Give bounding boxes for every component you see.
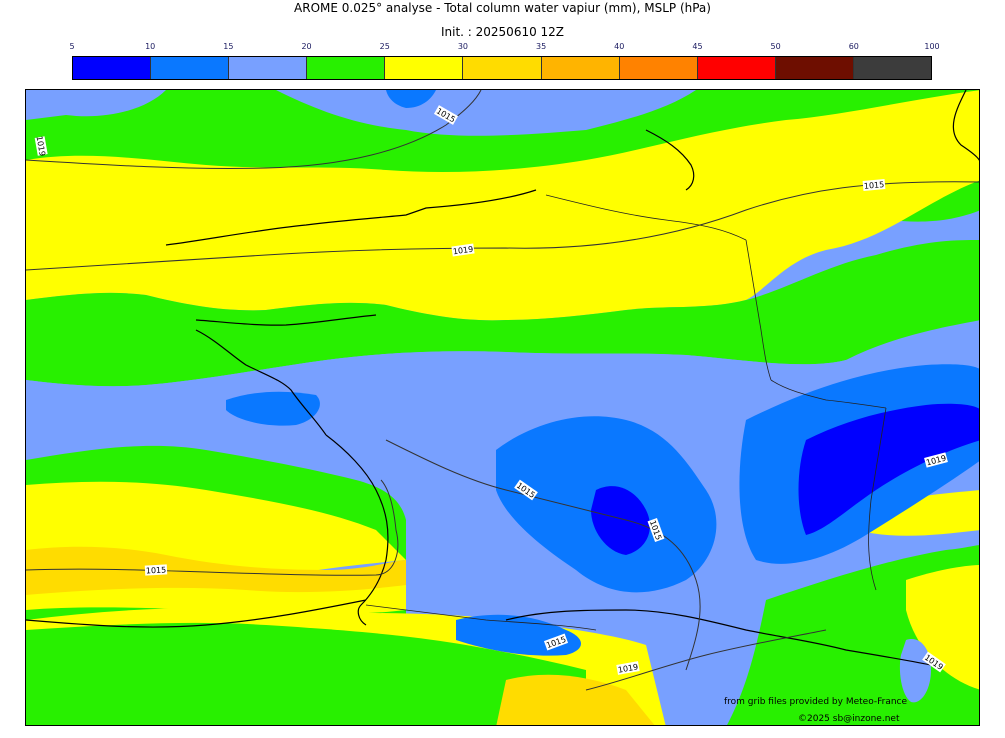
colorbar-tick-label: 20: [301, 42, 312, 51]
colorbar-swatch: [229, 57, 308, 79]
chart-title: AROME 0.025° analyse - Total column wate…: [294, 1, 711, 15]
colorbar-tick-label: 25: [379, 42, 390, 51]
blue-darker-north: [386, 90, 436, 108]
coastline-netherlands: [645, 129, 695, 191]
coastline-channel: [195, 314, 377, 326]
blue-corsica: [899, 639, 931, 703]
colorbar-tick-label: 40: [614, 42, 625, 51]
isobar-label: 1019: [34, 135, 46, 157]
isobar-label: 1019: [31, 141, 51, 150]
border-france-belgium: [545, 194, 747, 241]
border-france-switzerland: [770, 379, 887, 409]
colorbar-swatch: [463, 57, 542, 79]
colorbar-tick-label: 30: [457, 42, 468, 51]
isobar-label: 1015: [864, 180, 885, 191]
coastline-biscay: [325, 434, 389, 626]
green-field-middle: [26, 240, 979, 387]
colorbar-swatch: [307, 57, 386, 79]
colorbar-swatch: [541, 57, 620, 79]
blue-darker-west: [226, 391, 320, 426]
coastline-mediterranean: [505, 609, 932, 666]
yellow-field-southeast: [906, 565, 979, 690]
border-france-italy: [868, 407, 887, 591]
isobar-west: [26, 479, 399, 576]
colorbar-swatch: [853, 57, 932, 79]
border-france-germany: [745, 239, 772, 381]
coastline-brittany: [195, 329, 327, 436]
init-time: Init. : 20250610 12Z: [440, 25, 565, 39]
blue-dark-alps: [798, 403, 979, 535]
colorbar-tick-label: 5: [69, 42, 75, 51]
copyright-credit: ©2025 sb@inzone.net: [798, 714, 900, 724]
orange-field-south: [496, 674, 655, 725]
blue-field-north-sea: [276, 90, 696, 136]
colorbar-swatch: [151, 57, 230, 79]
yellow-field-north: [26, 90, 979, 321]
weather-map: 1019 1015 1019 1015 1015 1015: [25, 89, 980, 726]
colorbar-tick-label: 45: [692, 42, 703, 51]
colorbar-tick-label: 10: [145, 42, 156, 51]
colorbar-tick-label: 50: [770, 42, 781, 51]
green-field-south: [26, 622, 586, 725]
blue-dark-central: [591, 486, 650, 555]
colorbar-swatch: [73, 57, 152, 79]
isobar-label: 1019: [617, 662, 639, 674]
coastline-denmark: [952, 90, 979, 161]
isobar-central: [385, 439, 701, 671]
colorbar-tick-label: 15: [223, 42, 234, 51]
coastline-spain: [26, 599, 367, 628]
colorbar-tick-label: 100: [924, 42, 940, 51]
colorbar-tick-label: 60: [848, 42, 859, 51]
colorbar: [72, 56, 932, 80]
coastline-england: [165, 189, 537, 246]
isobar-south: [585, 629, 827, 691]
colorbar-tick-label: 35: [535, 42, 547, 51]
blue-field-northwest: [26, 90, 166, 120]
isobar-label: 1019: [452, 245, 473, 257]
colorbar-swatch: [775, 57, 854, 79]
border-france-spain: [365, 604, 597, 631]
isobar-middle: [26, 181, 979, 271]
source-credit: from grib files provided by Meteo-France: [724, 697, 908, 707]
colorbar-swatch: [619, 57, 698, 79]
colorbar-swatch: [697, 57, 776, 79]
isobar-label: 1015: [146, 565, 167, 575]
colorbar-swatch: [385, 57, 464, 79]
